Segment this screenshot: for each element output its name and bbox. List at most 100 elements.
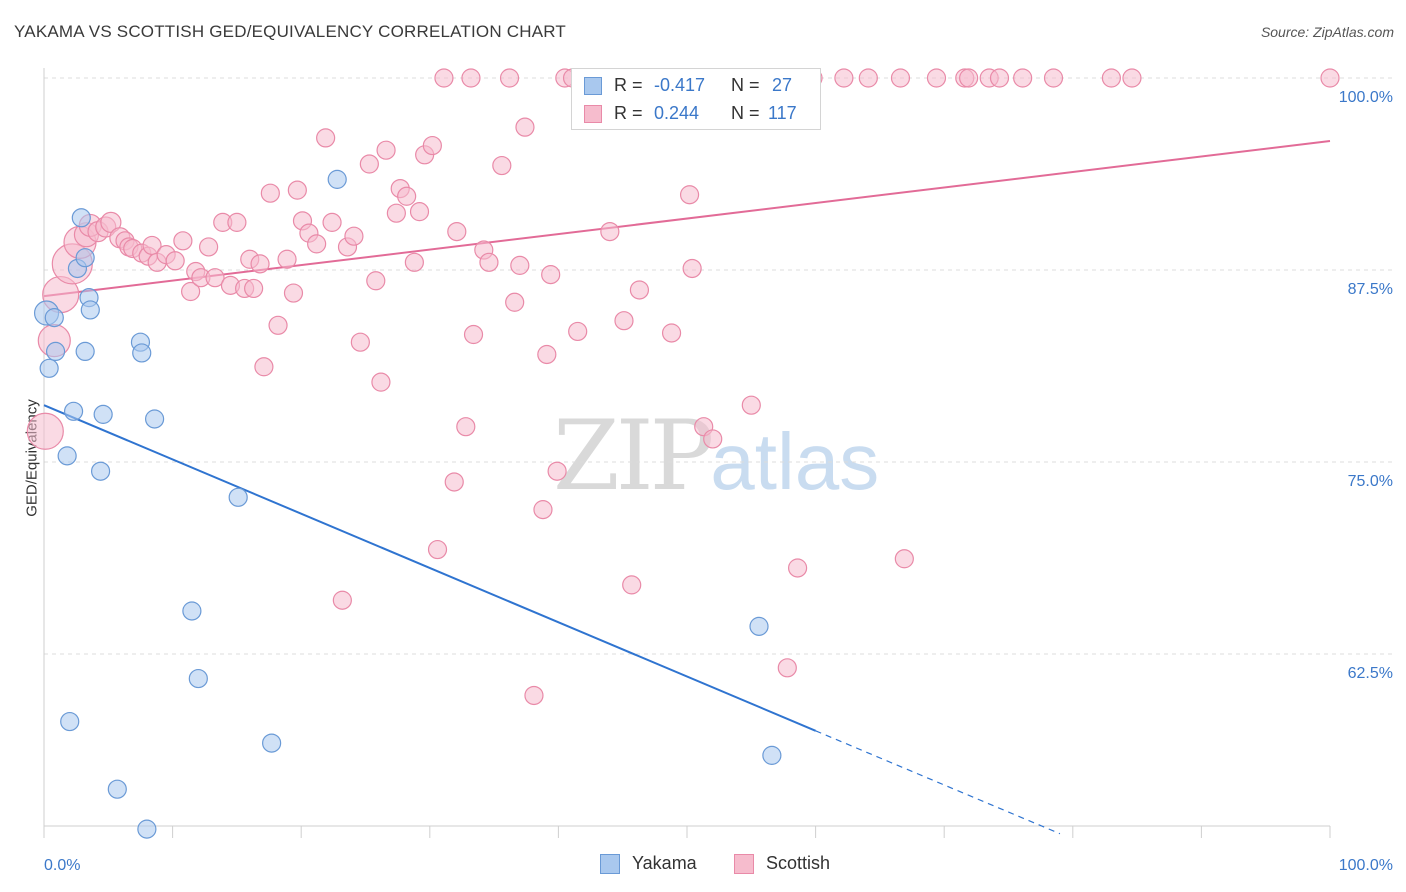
yakama-point <box>262 733 282 753</box>
scottish-point <box>622 575 642 595</box>
stats-box: R = -0.417 N = 27 R = 0.244 N = 117 <box>571 68 821 130</box>
stats-row-yakama: R = -0.417 N = 27 <box>572 72 820 100</box>
trend-lines <box>43 139 1331 835</box>
scottish-point <box>260 183 280 203</box>
scottish-point <box>397 186 417 206</box>
yakama-point <box>75 248 95 268</box>
scottish-point <box>537 344 557 365</box>
scottish-point <box>682 258 702 279</box>
yakama-point <box>63 401 84 421</box>
scottish-point <box>322 212 342 232</box>
scottish-point <box>409 202 430 222</box>
y-tick-label: 100.0% <box>1339 89 1393 106</box>
scottish-point <box>858 68 878 88</box>
scottish-point <box>463 324 484 345</box>
scottish-point <box>307 234 327 254</box>
axes <box>43 68 1331 838</box>
scottish-point <box>515 117 535 137</box>
scottish-point <box>959 68 979 88</box>
scottish-point <box>499 68 520 88</box>
scottish-point <box>344 226 364 246</box>
scottish-point <box>26 412 64 450</box>
data-points <box>26 68 1340 839</box>
scottish-point <box>777 658 797 678</box>
yakama-point <box>57 446 77 466</box>
scottish-point <box>614 311 634 331</box>
scottish-r-value: 0.244 <box>654 103 700 123</box>
yakama-trend-line <box>43 404 816 732</box>
scottish-point <box>479 252 499 272</box>
yakama-trend-extension <box>815 730 1061 835</box>
scottish-point <box>524 685 544 706</box>
scottish-point <box>447 222 467 242</box>
yakama-swatch <box>584 77 602 95</box>
yakama-r-label: R = <box>614 75 643 95</box>
legend-scottish-label: Scottish <box>766 853 831 873</box>
scottish-point <box>600 222 620 242</box>
scottish-point <box>205 268 225 288</box>
y-tick-label: 62.5% <box>1348 665 1393 682</box>
scottish-point <box>268 315 288 335</box>
yakama-point <box>90 461 111 481</box>
scottish-point <box>492 155 512 176</box>
y-tick-label: 75.0% <box>1348 473 1393 490</box>
scottish-r-label: R = <box>614 103 643 123</box>
scottish-point <box>287 180 307 200</box>
scottish-swatch <box>584 105 602 123</box>
scottish-point <box>165 251 185 271</box>
scottish-point <box>386 203 406 223</box>
scottish-point <box>1013 68 1033 88</box>
scottish-point <box>173 231 193 251</box>
scottish-point <box>703 429 723 449</box>
scottish-point <box>366 271 386 291</box>
chart-title: YAKAMA VS SCOTTISH GED/EQUIVALENCY CORRE… <box>14 22 566 41</box>
yakama-n-value: 27 <box>772 75 793 95</box>
scottish-point <box>1101 68 1121 88</box>
scottish-point <box>376 140 396 160</box>
scottish-point <box>434 68 454 88</box>
scottish-point <box>568 321 588 342</box>
scottish-n-value: 117 <box>768 103 797 123</box>
scottish-n-label: N = <box>731 103 760 123</box>
yakama-point <box>75 341 95 362</box>
yakama-point <box>71 208 91 228</box>
yakama-point <box>39 358 59 378</box>
source-credit: Source: ZipAtlas.com <box>1260 24 1394 40</box>
yakama-point <box>228 487 248 507</box>
scottish-point <box>254 357 274 377</box>
yakama-point <box>93 404 113 424</box>
scottish-point <box>250 254 270 274</box>
scottish-point <box>244 278 264 299</box>
scottish-point <box>456 417 476 437</box>
scottish-point <box>332 590 352 610</box>
scottish-point <box>181 281 201 302</box>
scottish-point <box>989 68 1010 88</box>
yakama-point <box>137 819 157 839</box>
scottish-point <box>505 292 525 312</box>
y-tick-label: 87.5% <box>1348 281 1393 298</box>
scottish-point <box>894 549 914 569</box>
legend-yakama-swatch <box>600 854 620 874</box>
scottish-point <box>510 255 530 275</box>
scottish-point <box>444 472 464 492</box>
yakama-point <box>762 745 782 765</box>
x-tick-label-min: 0.0% <box>44 857 80 874</box>
yakama-point <box>80 300 100 320</box>
y-tick-labels: 62.5% 75.0% 87.5% 100.0% <box>1339 89 1393 682</box>
yakama-point <box>132 343 152 363</box>
stats-row-scottish: R = 0.244 N = 117 <box>572 100 820 128</box>
yakama-point <box>107 779 127 799</box>
scottish-point <box>679 185 700 205</box>
scottish-point <box>547 461 567 481</box>
scottish-point <box>661 323 682 343</box>
scottish-point <box>1122 68 1142 88</box>
grid-lines <box>44 77 1393 655</box>
yakama-r-value: -0.417 <box>654 75 706 95</box>
watermark: ZIPatlas <box>553 400 879 512</box>
scottish-point <box>422 135 442 156</box>
yakama-point <box>44 308 64 328</box>
scottish-point <box>533 500 553 520</box>
x-tick-label-max: 100.0% <box>1339 857 1393 874</box>
watermark-atlas: atlas <box>710 417 880 506</box>
scottish-point <box>1320 68 1340 88</box>
